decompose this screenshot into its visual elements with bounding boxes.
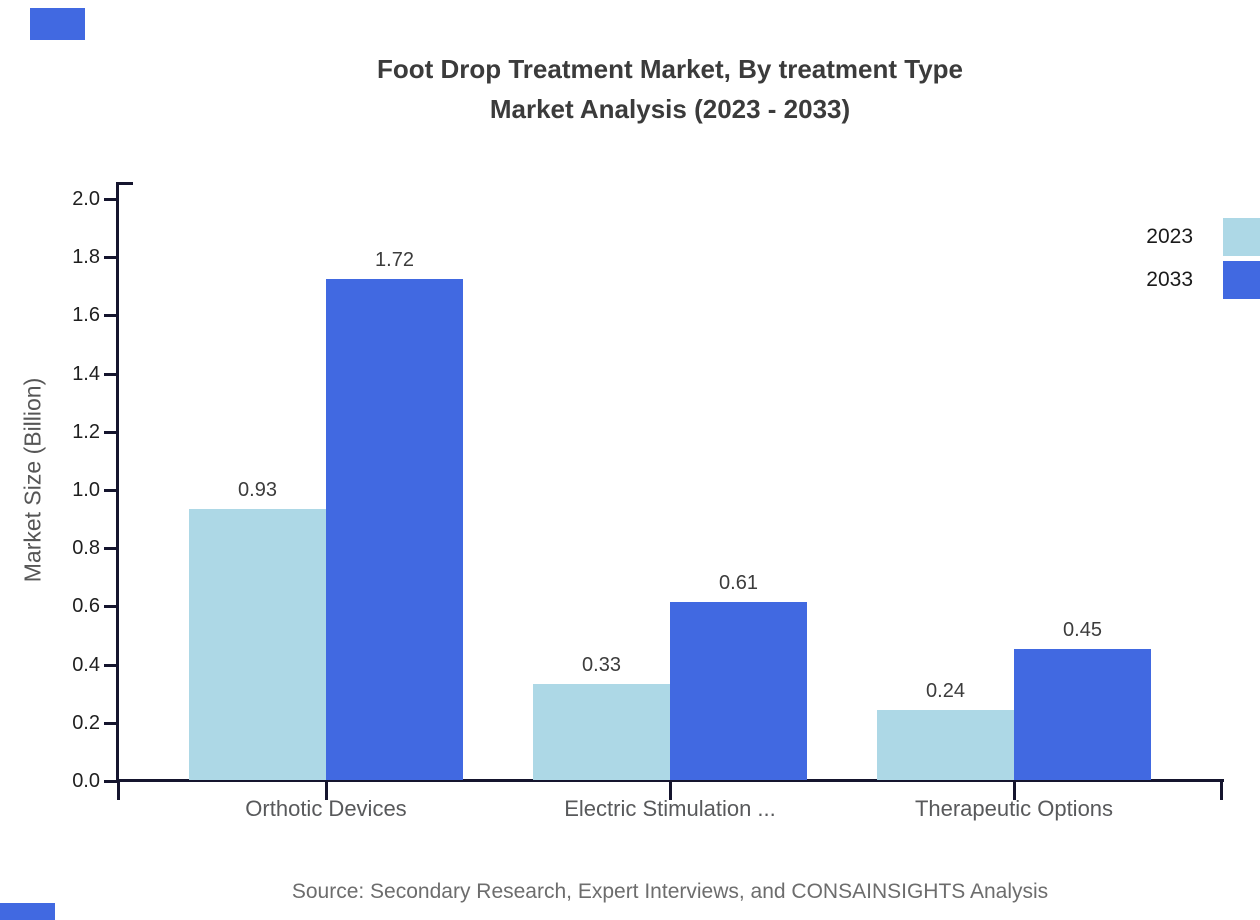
chart-title-line-2: Market Analysis (2023 - 2033) <box>489 94 851 124</box>
y-tick-mark <box>104 198 118 201</box>
x-tick-mark <box>669 779 672 800</box>
y-tick-mark <box>104 722 118 725</box>
y-tick-mark <box>104 547 118 550</box>
bar-value-label: 0.24 <box>926 680 965 702</box>
corner-accent-top-left <box>30 8 85 40</box>
legend-swatch-2023 <box>1223 218 1260 256</box>
y-tick-mark <box>104 605 118 608</box>
y-tick-label: 1.4 <box>72 363 100 385</box>
bar-2033-category-3 <box>1014 649 1151 780</box>
bar-2023-category-2 <box>533 684 670 780</box>
x-tick-mark <box>325 779 328 800</box>
y-tick-label: 1.0 <box>72 479 100 501</box>
legend-label-2023: 2023 <box>1146 225 1193 248</box>
y-tick-mark <box>104 431 118 434</box>
source-note: Source: Secondary Research, Expert Inter… <box>291 880 1049 903</box>
x-tick-mark <box>117 779 120 800</box>
y-tick-mark <box>104 780 118 783</box>
bar-2033-category-1 <box>326 279 463 780</box>
y-tick-label: 1.6 <box>72 304 100 326</box>
chart-title-line-1: Foot Drop Treatment Market, By treatment… <box>376 54 964 84</box>
bar-2033-category-2 <box>670 602 807 780</box>
corner-accent-bottom-left <box>0 903 55 920</box>
y-tick-label: 2.0 <box>72 188 100 210</box>
y-axis-top-cap <box>116 182 133 185</box>
category-label: Electric Stimulation ... <box>564 796 776 821</box>
y-tick-mark <box>104 314 118 317</box>
y-tick-label: 0.8 <box>72 537 100 559</box>
y-axis-line <box>116 182 119 783</box>
y-tick-label: 1.8 <box>72 246 100 268</box>
y-tick-mark <box>104 373 118 376</box>
legend-label-2033: 2033 <box>1146 268 1193 291</box>
legend-swatch-2033 <box>1223 261 1260 299</box>
bar-2023-category-3 <box>877 710 1014 780</box>
y-tick-mark <box>104 664 118 667</box>
bar-value-label: 0.93 <box>238 479 277 501</box>
category-label: Orthotic Devices <box>245 796 407 821</box>
y-tick-label: 0.2 <box>72 712 100 734</box>
bar-value-label: 0.61 <box>719 572 758 594</box>
x-tick-mark <box>1220 779 1223 800</box>
bar-value-label: 1.72 <box>375 249 414 271</box>
bar-value-label: 0.45 <box>1063 619 1102 641</box>
bar-value-label: 0.33 <box>582 654 621 676</box>
y-tick-mark <box>104 256 118 259</box>
y-tick-label: 0.6 <box>72 595 100 617</box>
y-tick-label: 1.2 <box>72 421 100 443</box>
y-tick-label: 0.0 <box>72 770 100 792</box>
y-tick-label: 0.4 <box>72 654 100 676</box>
bar-2023-category-1 <box>189 509 326 780</box>
x-tick-mark <box>1013 779 1016 800</box>
category-label: Therapeutic Options <box>914 796 1114 821</box>
y-tick-mark <box>104 489 118 492</box>
chart-title: Foot Drop Treatment Market, By treatment… <box>80 49 1260 129</box>
